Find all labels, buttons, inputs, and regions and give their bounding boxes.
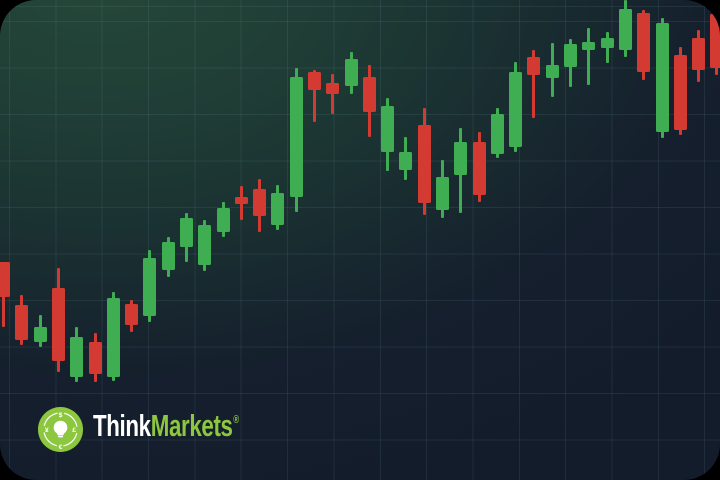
svg-text:$: $ xyxy=(59,412,63,419)
candle-body-down xyxy=(362,77,376,112)
candle-body-down xyxy=(124,304,138,325)
candle-body-down xyxy=(88,342,102,374)
logo-text-think: Think xyxy=(93,408,151,443)
candle-body-up xyxy=(289,77,303,197)
candle-body-up xyxy=(490,114,504,154)
lightbulb-icon: $ ¥ £ € xyxy=(37,406,84,453)
candle-body-down xyxy=(325,83,339,94)
svg-text:£: £ xyxy=(72,427,76,434)
candle-wick xyxy=(586,28,590,85)
candle-body-up xyxy=(618,9,632,50)
candle-body-up xyxy=(508,72,522,147)
candle-body-down xyxy=(51,288,65,361)
candle-body-down xyxy=(252,189,266,216)
candle-body-up xyxy=(161,242,175,270)
candle-body-up xyxy=(545,65,559,78)
candle-body-up xyxy=(69,337,83,377)
candle-body-up xyxy=(142,258,156,316)
candle-body-down xyxy=(307,72,321,90)
thinkmarkets-logo: $ ¥ £ € ThinkMarkets® xyxy=(37,406,295,453)
candle-body-up xyxy=(600,38,614,48)
candle-body-down xyxy=(0,262,10,297)
logo-text-markets: Markets xyxy=(150,408,233,443)
candle-body-down xyxy=(417,125,431,203)
candle-body-up xyxy=(453,142,467,175)
candle-body-up xyxy=(33,327,47,342)
candle-wick xyxy=(330,74,334,114)
candle-body-down xyxy=(636,13,650,72)
candle-body-up xyxy=(435,177,449,210)
candle-wick xyxy=(531,50,535,118)
candle-body-up xyxy=(581,42,595,50)
candle-wick xyxy=(312,70,316,122)
candle-body-down xyxy=(472,142,486,195)
candle-body-up xyxy=(344,59,358,86)
candle-body-down xyxy=(709,14,720,68)
candle-body-up xyxy=(655,23,669,132)
logo-wordmark: ThinkMarkets® xyxy=(93,402,239,457)
candle-body-up xyxy=(106,298,120,377)
svg-text:€: € xyxy=(59,444,63,451)
candle-body-up xyxy=(380,106,394,152)
candle-body-down xyxy=(526,57,540,75)
candle-body-up xyxy=(197,225,211,265)
candle-body-up xyxy=(398,152,412,170)
candle-body-up xyxy=(216,208,230,232)
candle-body-up xyxy=(563,44,577,67)
candle-body-up xyxy=(270,193,284,225)
candle-body-up xyxy=(179,218,193,247)
candle-body-down xyxy=(14,305,28,340)
registered-trademark-icon: ® xyxy=(233,414,239,426)
candle-body-down xyxy=(234,197,248,204)
candle-body-down xyxy=(691,38,705,70)
svg-text:¥: ¥ xyxy=(45,427,49,434)
candle-body-down xyxy=(673,55,687,130)
